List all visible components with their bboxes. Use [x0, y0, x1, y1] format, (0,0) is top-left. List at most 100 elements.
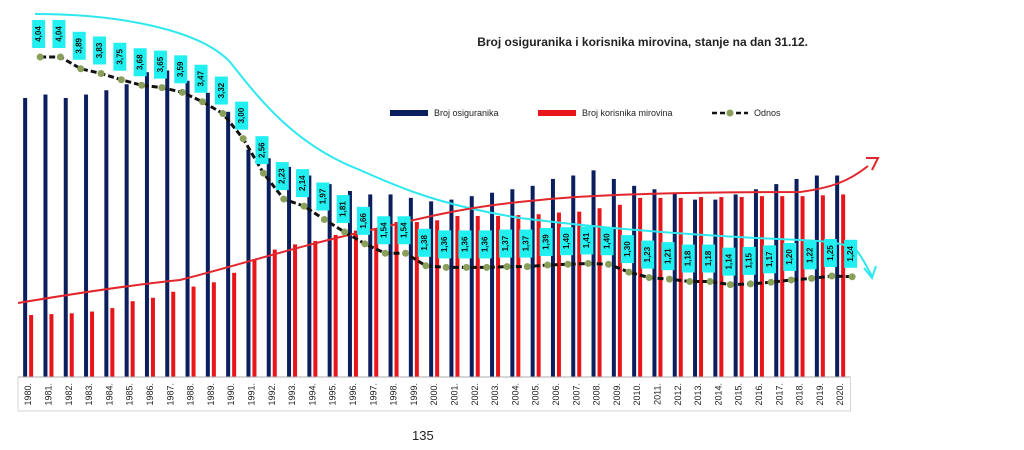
bar-insured — [429, 201, 434, 377]
ratio-point — [361, 240, 369, 248]
ratio-point — [544, 261, 552, 269]
ratio-label-box — [722, 247, 736, 276]
x-tick-label: 1996. — [348, 383, 358, 406]
legend: Broj osiguranika Broj korisnika mirovina… — [390, 108, 781, 118]
bar-insured — [287, 166, 292, 377]
x-tick-label: 2008. — [592, 383, 602, 406]
x-tick-label: 2007. — [571, 383, 581, 406]
bar-pensioners — [414, 222, 419, 377]
legend-swatch-pensioners — [538, 110, 576, 116]
ratio-data-label: 1,18 — [704, 250, 713, 266]
ratio-point — [239, 135, 247, 143]
ratio-data-label: 1,40 — [603, 233, 612, 249]
ratio-data-label: 1,25 — [826, 245, 835, 261]
bar-pensioners — [719, 197, 724, 377]
bar-pensioners — [556, 212, 561, 377]
ratio-label-box — [762, 245, 776, 274]
legend-swatch-insured — [390, 110, 428, 116]
ratio-label-box — [397, 216, 411, 245]
ratio-label-box — [356, 206, 370, 235]
bar-pensioners — [455, 215, 460, 377]
ratio-point — [625, 268, 633, 276]
ratio-data-label: 1,22 — [806, 247, 815, 263]
ratio-data-label: 1,37 — [501, 235, 510, 251]
ratio-point — [56, 53, 64, 61]
bar-insured — [632, 185, 637, 377]
ratio-point — [767, 278, 775, 286]
x-tick-label: 1991. — [246, 383, 256, 406]
x-tick-label: 1989. — [206, 383, 216, 406]
ratio-data-label: 3,83 — [95, 42, 104, 58]
ratio-point — [280, 195, 288, 203]
legend-label-pensioners: Broj korisnika mirovina — [582, 108, 673, 118]
ratio-point — [320, 215, 328, 223]
bar-pensioners — [130, 301, 135, 377]
chart-title: Broj osiguranika i korisnika mirovina, s… — [477, 35, 808, 49]
bar-insured — [449, 199, 454, 377]
bar-insured — [185, 80, 190, 378]
ratio-point — [97, 69, 105, 77]
bar-insured — [347, 191, 352, 377]
ratio-label-box — [255, 136, 269, 165]
ratio-label-box — [519, 229, 533, 258]
x-tick-label: 1984. — [104, 383, 114, 406]
ratio-label-box — [194, 64, 208, 93]
x-tick-label: 1999. — [409, 383, 419, 406]
ratio-label-box — [620, 235, 634, 264]
x-tick-label: 2017. — [774, 383, 784, 406]
ratio-data-label: 3,59 — [176, 61, 185, 77]
bar-insured — [550, 178, 555, 377]
ratio-data-label: 1,24 — [846, 245, 855, 261]
x-tick-label: 1982. — [64, 383, 74, 406]
x-tick-label: 2009. — [612, 383, 622, 406]
bar-pensioners — [374, 228, 379, 377]
bar-insured — [814, 175, 819, 377]
ratio-data-label: 1,66 — [359, 212, 368, 228]
x-tick-label: 1980. — [23, 383, 33, 406]
ratio-label-box — [72, 31, 86, 60]
bar-insured — [794, 178, 799, 377]
legend-marker-ratio — [726, 109, 734, 117]
legend-label-ratio: Odnos — [754, 108, 781, 118]
bar-pensioners — [394, 222, 399, 377]
bar-pensioners — [800, 196, 805, 377]
ratio-point — [848, 273, 856, 281]
bar-pensioners — [353, 230, 358, 377]
annotation-cyan-arrowhead — [863, 265, 877, 281]
ratio-point — [158, 84, 166, 92]
bar-insured — [571, 175, 576, 377]
bar-pensioners — [49, 314, 54, 377]
ratio-data-label: 1,39 — [542, 234, 551, 250]
ratio-data-label: 1,54 — [400, 222, 409, 238]
bar-pensioners — [90, 311, 95, 377]
ratio-label-box — [214, 76, 228, 105]
ratio-data-label: 4,04 — [34, 26, 43, 42]
bar-pensioners — [638, 197, 643, 377]
ratio-point — [808, 274, 816, 282]
bar-insured — [165, 70, 170, 377]
ratio-label-box — [32, 20, 46, 48]
ratio-point — [483, 263, 491, 271]
x-tick-label: 2003. — [490, 383, 500, 406]
ratio-label-box — [275, 162, 289, 191]
x-tick-label: 2002. — [470, 383, 480, 406]
ratio-data-label: 1,36 — [481, 236, 490, 252]
annotation-red-arrowhead — [866, 157, 880, 171]
bar-pensioners — [678, 197, 683, 377]
ratio-label-box — [316, 182, 330, 211]
ratio-point — [219, 110, 227, 118]
ratio-label-box — [417, 228, 431, 257]
x-tick-label: 2019. — [815, 383, 825, 406]
x-tick-label: 2015. — [734, 383, 744, 406]
bar-insured — [327, 184, 332, 377]
ratio-data-label: 3,68 — [136, 54, 145, 70]
ratio-data-label: 1,30 — [623, 241, 632, 257]
ratio-data-label: 1,17 — [765, 251, 774, 267]
bar-insured — [388, 194, 393, 377]
ratio-label-box — [844, 239, 858, 268]
ratio-point — [300, 202, 308, 210]
x-tick-label: 1986. — [145, 383, 155, 406]
ratio-point — [199, 98, 207, 106]
ratio-label-box — [661, 242, 675, 271]
ratio-point — [706, 278, 714, 286]
